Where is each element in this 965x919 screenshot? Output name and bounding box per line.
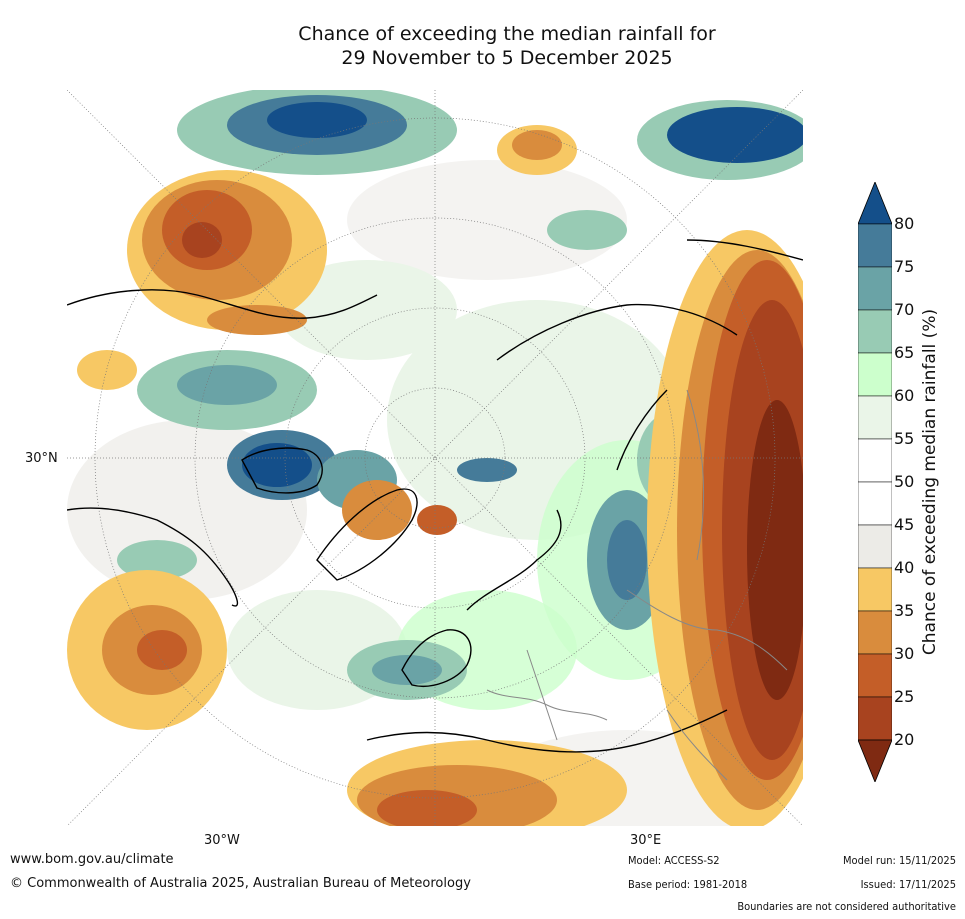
colorbar-tick-label: 30 xyxy=(894,644,915,663)
colorbar-tick-label: 50 xyxy=(894,472,915,491)
colorbar-bin xyxy=(857,653,893,698)
base-period-text: Base period: 1981-2018 xyxy=(628,878,748,891)
colorbar-tick-label: 75 xyxy=(894,257,915,276)
colorbar-tick-label: 65 xyxy=(894,343,915,362)
colorbar-bin xyxy=(857,567,893,612)
colorbar-tick-label: 20 xyxy=(894,730,915,749)
title-line-2: 29 November to 5 December 2025 xyxy=(341,47,673,69)
colorbar-bin xyxy=(857,524,893,569)
colorbar-bin xyxy=(857,395,893,440)
colorbar-tick-label: 45 xyxy=(894,515,915,534)
title-line-1: Chance of exceeding the median rainfall … xyxy=(298,23,716,45)
colorbar-tick-label: 80 xyxy=(894,214,915,233)
colorbar-label: Chance of exceeding median rainfall (%) xyxy=(920,308,940,656)
dry-regions xyxy=(67,125,803,826)
coastlines xyxy=(67,239,803,753)
map-canvas xyxy=(67,90,803,826)
copyright-text: © Commonwealth of Australia 2025, Austra… xyxy=(10,876,471,891)
colorbar-bin xyxy=(857,352,893,397)
model-run-text: Model run: 15/11/2025 xyxy=(843,854,956,867)
colorbar-tick-label: 70 xyxy=(894,300,915,319)
colorbar-bin xyxy=(857,438,893,483)
colorbar-bin xyxy=(857,610,893,655)
model-text: Model: ACCESS-S2 xyxy=(628,854,720,867)
lon-label-30w: 30°W xyxy=(204,833,240,848)
colorbar-bin xyxy=(857,309,893,354)
colorbar-bin xyxy=(857,481,893,526)
chart-title: Chance of exceeding the median rainfall … xyxy=(0,22,965,70)
colorbar-tick-label: 40 xyxy=(894,558,915,577)
colorbar xyxy=(857,180,893,784)
colorbar-extend-top xyxy=(857,180,893,225)
website-link[interactable]: www.bom.gov.au/climate xyxy=(10,852,174,867)
rainfall-probability-map xyxy=(67,90,803,826)
colorbar-bin xyxy=(857,266,893,311)
colorbar-tick-label: 60 xyxy=(894,386,915,405)
graticule xyxy=(67,90,803,826)
colorbar-bin xyxy=(857,696,893,741)
colorbar-bin xyxy=(857,223,893,268)
disclaimer-text: Boundaries are not considered authoritat… xyxy=(737,900,956,913)
lon-label-30e: 30°E xyxy=(630,833,662,848)
colorbar-tick-label: 55 xyxy=(894,429,915,448)
colorbar-tick-label: 25 xyxy=(894,687,915,706)
colorbar-extend-bottom xyxy=(857,739,893,784)
issued-text: Issued: 17/11/2025 xyxy=(860,878,956,891)
colorbar-tick-label: 35 xyxy=(894,601,915,620)
colorbar-graphic xyxy=(857,180,893,784)
country-borders xyxy=(486,389,788,781)
lat-label-30n: 30°N xyxy=(25,451,58,466)
